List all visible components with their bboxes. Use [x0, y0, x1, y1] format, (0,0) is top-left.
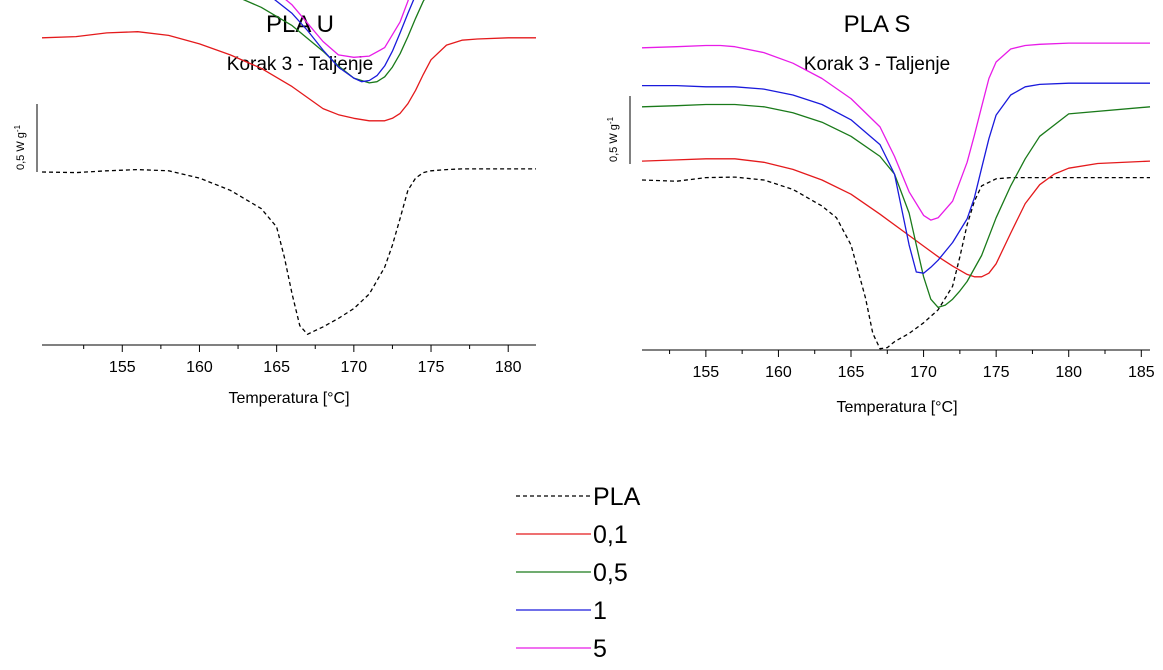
chart-subtitle: Korak 3 - Taljenje — [804, 54, 950, 75]
chart-title: PLA U — [266, 11, 334, 38]
series-line-5 — [641, 42, 1150, 221]
x-axis-label: Temperatura [°C] — [228, 390, 349, 407]
series-line-0-1 — [41, 31, 536, 122]
series-line-0-1 — [641, 158, 1151, 278]
series-line-1 — [274, 0, 415, 83]
series-layer — [41, 0, 536, 335]
x-tick-label: 175 — [418, 359, 445, 376]
legend: PLA 0,1 0,5 1 5 — [516, 483, 641, 663]
legend-label-0-5: 0,5 — [593, 559, 628, 587]
series-line-pla — [641, 176, 1150, 350]
chart-panel-pla-u: PLA U Korak 3 - Taljenje 0,5 W g-1 155 16… — [13, 0, 536, 407]
x-tick-label: 170 — [910, 364, 937, 381]
x-tick-label: 180 — [495, 359, 522, 376]
series-line-1 — [642, 82, 1150, 274]
chart-title: PLA S — [844, 11, 911, 38]
x-tick-label: 180 — [1055, 364, 1082, 381]
series-line-pla — [41, 168, 536, 335]
x-tick-label: 155 — [693, 364, 720, 381]
series-layer — [641, 42, 1151, 350]
legend-label-1: 1 — [593, 597, 607, 625]
x-tick-layer: 155 160 165 170 175 180 185 — [669, 350, 1155, 381]
x-tick-label: 160 — [765, 364, 792, 381]
x-tick-label: 165 — [263, 359, 290, 376]
series-line-0-5 — [641, 103, 1151, 309]
x-tick-label: 170 — [340, 359, 367, 376]
x-tick-label: 165 — [838, 364, 865, 381]
x-tick-label: 155 — [109, 359, 136, 376]
x-tick-layer: 155 160 165 170 175 180 — [83, 345, 522, 376]
legend-label-0-1: 0,1 — [593, 521, 628, 549]
series-line-5 — [285, 0, 409, 58]
x-axis-label: Temperatura [°C] — [836, 399, 957, 416]
chart-panel-pla-s: PLA S Korak 3 - Taljenje 0,5 W g-1 155 16… — [606, 11, 1155, 416]
x-tick-label: 185 — [1128, 364, 1155, 381]
legend-label-5: 5 — [593, 635, 607, 663]
scale-bar-label: 0,5 W g-1 — [13, 124, 27, 170]
scale-bar-label: 0,5 W g-1 — [606, 116, 620, 162]
x-tick-label: 175 — [983, 364, 1010, 381]
series-line-0-5 — [242, 0, 425, 84]
legend-label-pla: PLA — [593, 483, 641, 511]
x-tick-label: 160 — [186, 359, 213, 376]
